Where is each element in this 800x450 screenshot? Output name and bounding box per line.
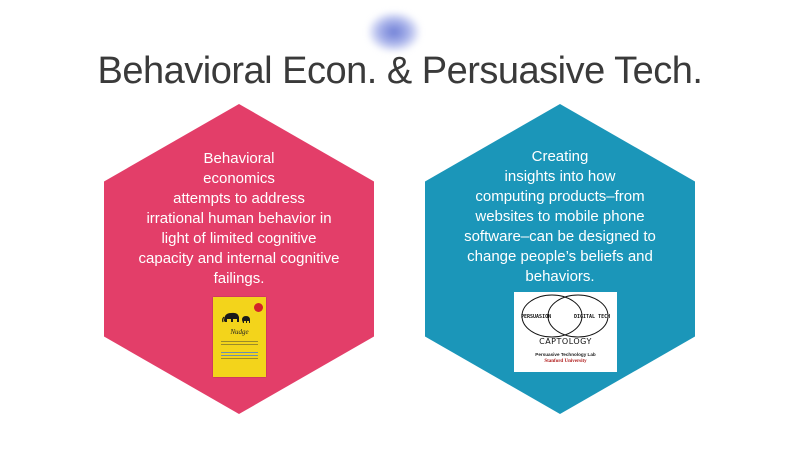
venn-left-label: PERSUASION <box>521 314 552 320</box>
lab-name: Persuasive Technology Lab <box>535 352 596 357</box>
venn-diagram <box>521 294 609 338</box>
captology-card: PERSUASION DIGITAL TECH CAPTOLOGY Persua… <box>514 292 617 372</box>
book-subtitle-line <box>221 344 258 345</box>
nudge-book-cover: Nudge <box>213 297 266 377</box>
university-name: Stanford University <box>544 359 587 364</box>
book-author-line <box>221 358 258 359</box>
page-title: Behavioral Econ. & Persuasive Tech. <box>97 50 703 92</box>
book-author-line <box>221 352 258 353</box>
book-badge-icon <box>254 303 263 312</box>
book-title: Nudge <box>230 328 249 336</box>
book-author-line <box>221 355 258 356</box>
captology-title: CAPTOLOGY <box>539 337 592 346</box>
elephant-icon <box>222 312 250 323</box>
persuasive-tech-text: Creating insights into how computing pro… <box>464 148 656 285</box>
book-subtitle-line <box>221 341 258 342</box>
behavioral-economics-text: Behavioral economics attempts to address… <box>138 150 340 287</box>
blurred-logo <box>368 12 420 52</box>
venn-right-label: DIGITAL TECH <box>574 314 611 320</box>
